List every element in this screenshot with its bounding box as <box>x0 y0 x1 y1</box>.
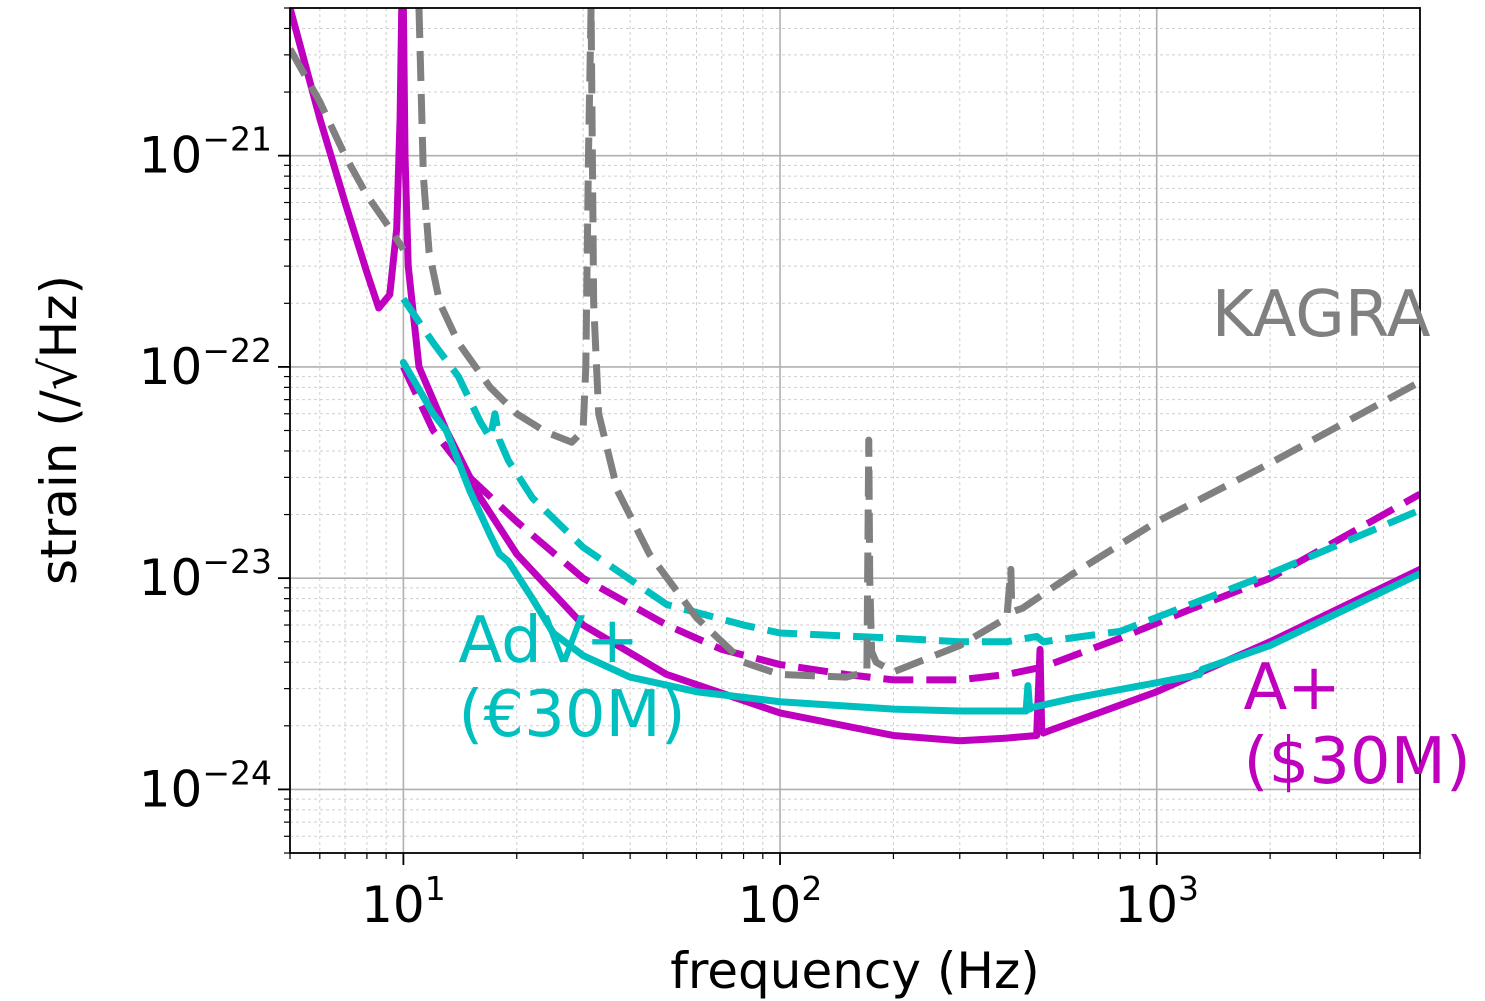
annotation-aplus: A+ ($30M) <box>1244 651 1471 799</box>
x-tick-label: 101 <box>361 869 446 934</box>
x-axis-label: frequency (Hz) <box>670 942 1040 1000</box>
annotation-kagra: KAGRA <box>1212 278 1431 352</box>
series-line-kagra-low-freq <box>290 47 407 252</box>
y-tick-label: 10−21 <box>139 120 272 185</box>
x-tick-label: 102 <box>738 869 823 934</box>
tick-labels: 101 102 103 10−21 10−22 10−23 10−24 <box>139 120 1199 934</box>
series-line-kagra <box>415 8 1420 681</box>
y-tick-label: 10−23 <box>139 542 272 607</box>
series-line-a-plus-upgrade <box>290 8 1420 745</box>
y-tick-label: 10−22 <box>139 331 272 396</box>
x-tick-label: 103 <box>1114 869 1199 934</box>
series-line-adv-plus-upgrade <box>399 358 1420 715</box>
axis-ticks <box>278 7 1421 865</box>
series-line-adv-plus-baseline <box>400 296 1420 646</box>
annotation-advplus: AdV+ (€30M) <box>458 604 685 752</box>
y-tick-label: 10−24 <box>139 753 272 818</box>
y-axis-label: strain (/√Hz) <box>30 275 88 585</box>
annotations: KAGRA AdV+ (€30M) A+ ($30M) <box>458 278 1470 799</box>
series-layer <box>290 8 1420 745</box>
